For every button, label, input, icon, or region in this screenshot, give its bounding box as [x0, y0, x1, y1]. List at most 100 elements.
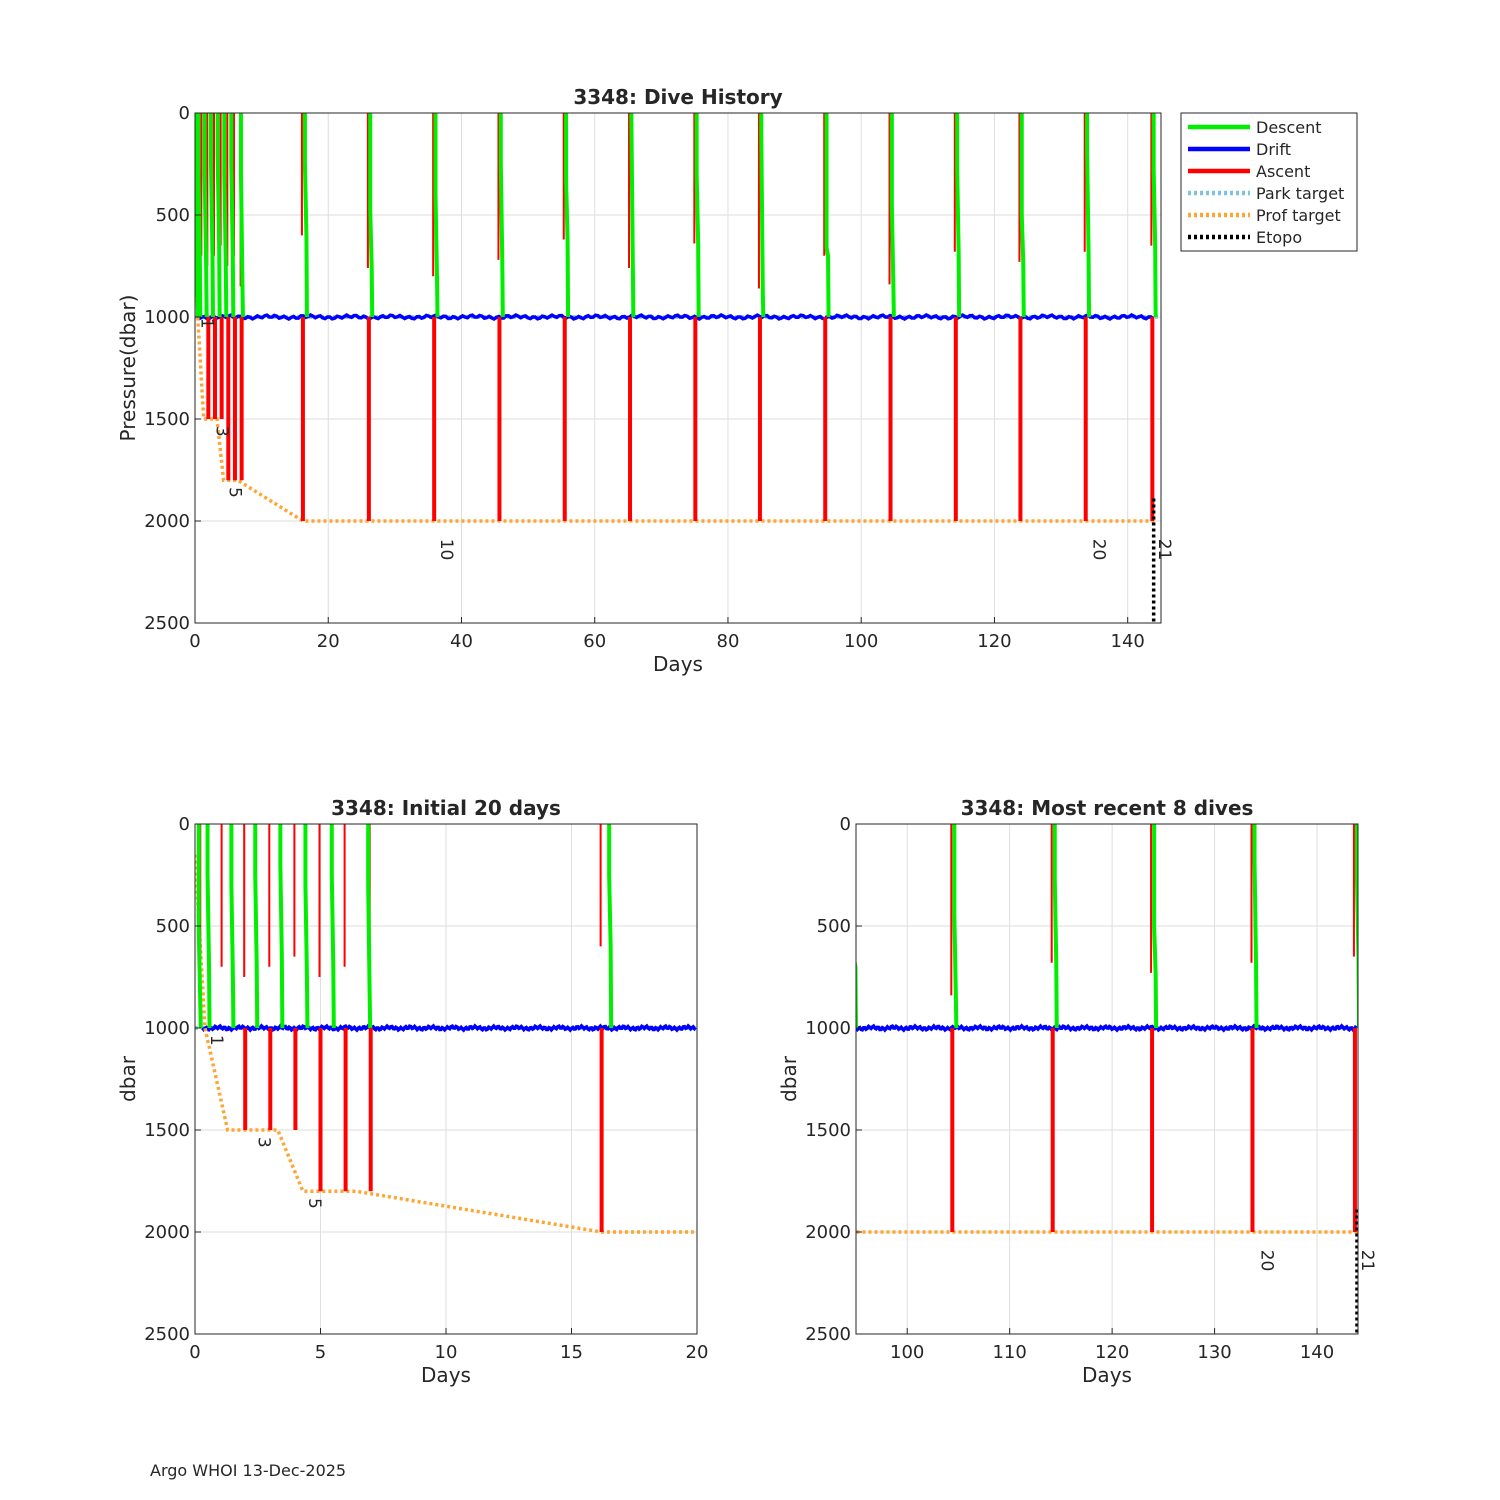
descent-line [564, 113, 571, 318]
descent-line [629, 113, 636, 318]
descent-line [1252, 824, 1259, 1029]
x-tick-label: 60 [583, 631, 606, 652]
panel-full: 1 3 5 10 20 21 0 20 40 60 80 100 120 140 0 500 1000 1500 2… [116, 85, 1174, 676]
y-axis-label: dbar [116, 1055, 140, 1102]
legend-label-park: Park target [1256, 184, 1344, 203]
y-tick-label: 0 [179, 814, 190, 835]
descent-line [952, 824, 959, 1029]
chart-title: 3348: Dive History [573, 85, 782, 109]
legend-label-etopo: Etopo [1256, 228, 1302, 247]
x-tick-label: 110 [992, 1342, 1026, 1363]
x-tick-label: 20 [686, 1342, 709, 1363]
x-tick-label: 20 [317, 631, 340, 652]
y-tick-label: 0 [840, 814, 851, 835]
descent-line [202, 113, 209, 318]
x-tick-label: 100 [890, 1342, 924, 1363]
descent-line [229, 824, 236, 1029]
dive-number-label: 3 [211, 426, 231, 437]
descent-line [759, 113, 766, 318]
dive-number-label: 20 [1089, 539, 1109, 561]
x-tick-label: 100 [844, 631, 878, 652]
dive-number-label: 1 [206, 1035, 226, 1046]
y-tick-label: 2500 [144, 1324, 190, 1345]
prof-target-line [195, 854, 697, 1234]
y-tick-label: 2500 [805, 1324, 851, 1345]
legend-label-descent: Descent [1256, 118, 1322, 137]
y-tick-label: 0 [179, 103, 190, 124]
descent-line [889, 113, 896, 318]
legend-label-ascent: Ascent [1256, 162, 1310, 181]
legend-label-drift: Drift [1256, 140, 1291, 159]
x-tick-label: 140 [1111, 631, 1145, 652]
descent-line [329, 824, 336, 1029]
descent-line [196, 113, 203, 318]
x-tick-label: 5 [315, 1342, 326, 1363]
y-axis-label: dbar [777, 1055, 801, 1102]
x-tick-label: 40 [450, 631, 473, 652]
plot-content [195, 824, 697, 1234]
y-tick-label: 500 [156, 205, 190, 226]
dive-number-label: 5 [225, 487, 245, 498]
descent-line [196, 824, 203, 1029]
x-tick-label: 80 [717, 631, 740, 652]
panel-recent: 20 21 100 110 120 130 140 0 500 1000 1500 2000 2500 3… [777, 796, 1377, 1387]
y-tick-label: 1500 [805, 1120, 851, 1141]
descent-line [694, 113, 701, 318]
descent-line [222, 113, 229, 318]
y-tick-label: 2000 [144, 511, 190, 532]
plot-content [195, 113, 1161, 623]
y-tick-label: 500 [156, 916, 190, 937]
dive-number-label: 20 [1257, 1250, 1277, 1272]
descent-line [824, 113, 831, 318]
panel-initial: 1 3 5 0 5 10 15 20 0 500 1000 1500 2000 2500 3348: Ini… [116, 796, 709, 1387]
y-tick-label: 1500 [144, 1120, 190, 1141]
descent-line [1151, 113, 1158, 318]
dive-number-label: 5 [304, 1198, 324, 1209]
chart-title: 3348: Most recent 8 dives [961, 796, 1254, 820]
descent-line [1152, 824, 1159, 1029]
legend: Descent Drift Ascent Park target Prof target… [1180, 112, 1358, 252]
dive-number-label: 3 [254, 1137, 274, 1148]
prof-target-line [195, 143, 1155, 523]
x-tick-label: 130 [1197, 1342, 1231, 1363]
footer-text: Argo WHOI 13-Dec-2025 [150, 1461, 346, 1480]
x-tick-label: 0 [189, 631, 200, 652]
drift-line [201, 1023, 697, 1033]
y-axis-label: Pressure(dbar) [116, 295, 140, 442]
y-tick-label: 2000 [805, 1222, 851, 1243]
descent-line [195, 113, 200, 318]
plot-area [856, 824, 1358, 1334]
descent-line [215, 113, 222, 318]
descent-line [303, 824, 310, 1029]
legend-box [1180, 112, 1358, 252]
drift-line [856, 1023, 1358, 1033]
descent-line [366, 824, 373, 1029]
y-tick-label: 1500 [144, 409, 190, 430]
descent-line [205, 824, 212, 1029]
y-tick-label: 2000 [144, 1222, 190, 1243]
axes-box [855, 823, 1359, 1335]
x-tick-label: 10 [435, 1342, 458, 1363]
plot-area [195, 113, 1161, 623]
x-tick-label: 15 [560, 1342, 583, 1363]
chart-title: 3348: Initial 20 days [331, 796, 561, 820]
descent-line [498, 113, 505, 318]
descent-line [229, 113, 236, 318]
x-tick-label: 120 [977, 631, 1011, 652]
y-tick-label: 1000 [805, 1018, 851, 1039]
y-tick-label: 1000 [144, 1018, 190, 1039]
y-tick-label: 1000 [144, 307, 190, 328]
dive-number-label: 21 [1357, 1250, 1377, 1272]
descent-line [433, 113, 440, 318]
descent-line [955, 113, 962, 318]
y-tick-label: 500 [817, 916, 851, 937]
axes-box [194, 112, 1162, 624]
x-axis-label: Days [1082, 1363, 1132, 1387]
descent-line [1085, 113, 1092, 318]
descent-line [1019, 113, 1026, 318]
y-tick-label: 2500 [144, 613, 190, 634]
dive-number-label: 10 [436, 539, 456, 561]
descent-line [238, 113, 245, 318]
dive-number-label: 21 [1154, 539, 1174, 561]
